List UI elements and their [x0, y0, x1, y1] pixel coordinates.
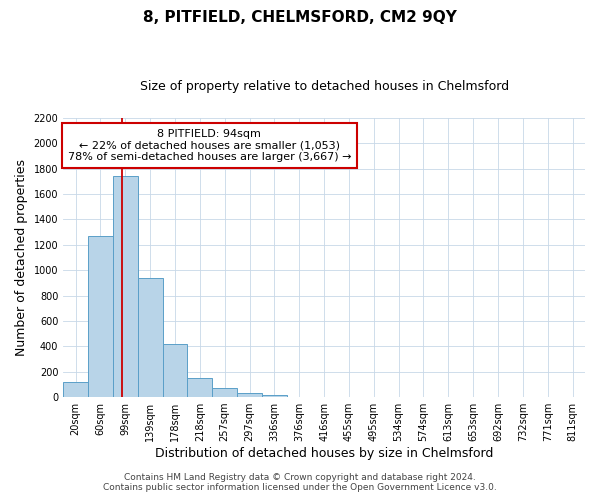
Bar — [262, 394, 287, 397]
Bar — [113, 176, 138, 397]
Text: Contains HM Land Registry data © Crown copyright and database right 2024.
Contai: Contains HM Land Registry data © Crown c… — [103, 473, 497, 492]
Bar — [187, 378, 212, 397]
Text: 8 PITFIELD: 94sqm
← 22% of detached houses are smaller (1,053)
78% of semi-detac: 8 PITFIELD: 94sqm ← 22% of detached hous… — [68, 129, 351, 162]
Bar — [212, 388, 237, 397]
Bar — [63, 382, 88, 397]
Bar — [138, 278, 163, 397]
Text: 8, PITFIELD, CHELMSFORD, CM2 9QY: 8, PITFIELD, CHELMSFORD, CM2 9QY — [143, 10, 457, 25]
X-axis label: Distribution of detached houses by size in Chelmsford: Distribution of detached houses by size … — [155, 447, 493, 460]
Title: Size of property relative to detached houses in Chelmsford: Size of property relative to detached ho… — [140, 80, 509, 93]
Bar — [237, 392, 262, 397]
Bar — [88, 236, 113, 397]
Bar — [163, 344, 187, 397]
Y-axis label: Number of detached properties: Number of detached properties — [15, 159, 28, 356]
